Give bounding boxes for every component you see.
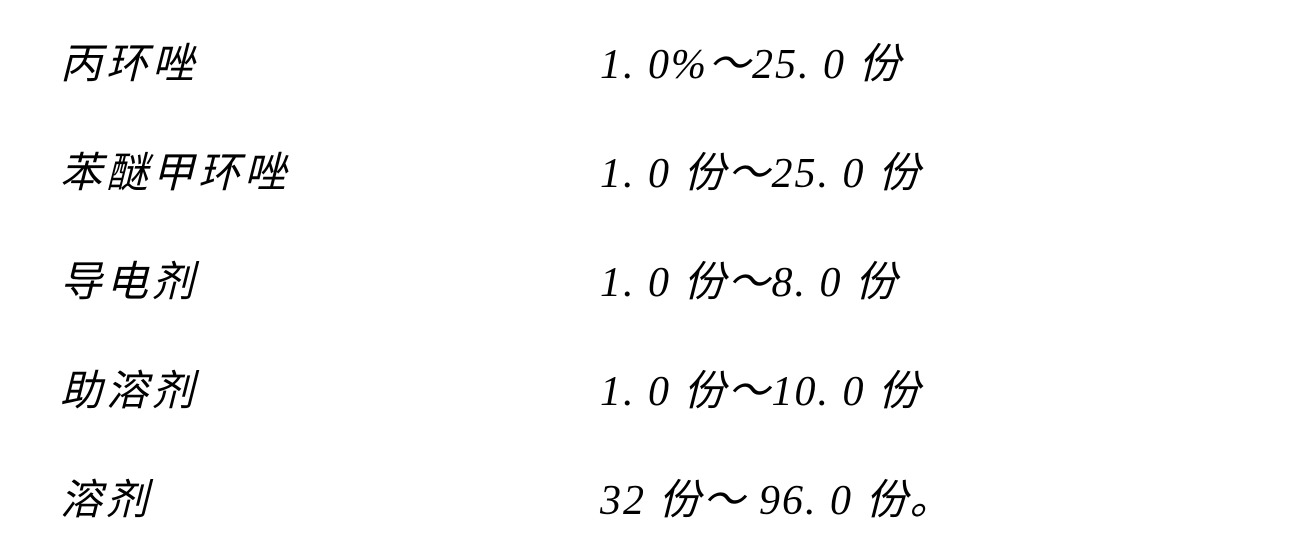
table-row: 苯醚甲环唑 1. 0 份～25. 0 份: [60, 139, 1232, 200]
ingredient-value: 1. 0 份～10. 0 份: [600, 357, 922, 418]
table-row: 丙环唑 1. 0%～25. 0 份: [60, 30, 1232, 91]
ingredient-table: 丙环唑 1. 0%～25. 0 份 苯醚甲环唑 1. 0 份～25. 0 份 导…: [60, 30, 1232, 527]
table-row: 溶剂 32 份～ 96. 0 份。: [60, 466, 1232, 527]
ingredient-value: 1. 0 份～25. 0 份: [600, 139, 922, 200]
table-row: 导电剂 1. 0 份～8. 0 份: [60, 248, 1232, 309]
ingredient-value: 32 份～ 96. 0 份。: [600, 466, 954, 527]
ingredient-label: 苯醚甲环唑: [60, 139, 600, 200]
ingredient-label: 导电剂: [60, 248, 600, 309]
table-row: 助溶剂 1. 0 份～10. 0 份: [60, 357, 1232, 418]
ingredient-label: 溶剂: [60, 466, 600, 527]
ingredient-label: 助溶剂: [60, 357, 600, 418]
ingredient-value: 1. 0 份～8. 0 份: [600, 248, 899, 309]
ingredient-value: 1. 0%～25. 0 份: [600, 30, 903, 91]
ingredient-label: 丙环唑: [60, 30, 600, 91]
